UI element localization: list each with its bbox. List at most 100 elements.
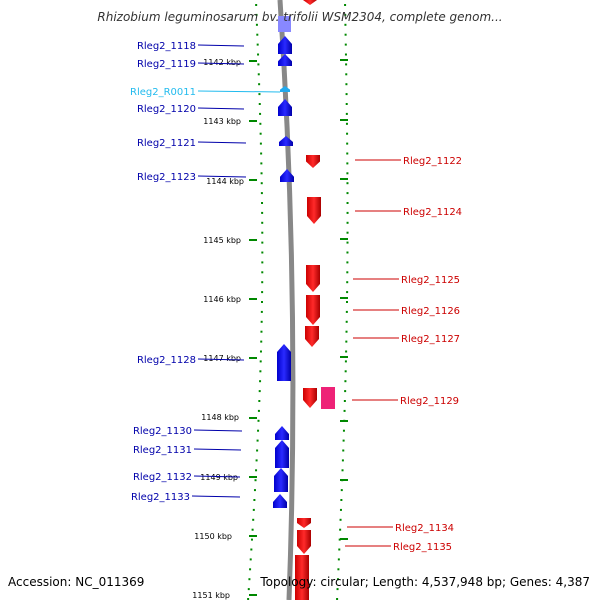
tick-dot bbox=[250, 538, 253, 541]
reverse-gene-arrow bbox=[280, 86, 290, 92]
tick-dot bbox=[256, 449, 259, 452]
major-tick bbox=[340, 297, 348, 299]
major-tick bbox=[249, 120, 257, 122]
tick-dot bbox=[339, 518, 342, 521]
reverse-gene-label: Rleg2_1132 bbox=[133, 472, 192, 483]
tick-dot bbox=[248, 578, 251, 581]
scale-labels: 1142 kbp 1143 kbp 1144 kbp 1145 kbp 1146 kbp… bbox=[192, 58, 244, 600]
reverse-gene-label: Rleg2_1130 bbox=[133, 426, 192, 437]
tick-dot bbox=[261, 261, 264, 264]
tick-dot bbox=[345, 63, 348, 66]
major-tick bbox=[249, 298, 257, 300]
tick-dot bbox=[346, 221, 349, 224]
major-tick bbox=[249, 60, 257, 62]
tick-dot bbox=[346, 271, 349, 274]
tick-dot bbox=[345, 330, 348, 333]
tick-dot bbox=[337, 558, 340, 561]
tick-dot bbox=[261, 271, 264, 274]
map-title: Rhizobium leguminosarum bv. trifolii WSM… bbox=[97, 10, 503, 24]
scale-label: 1145 kbp bbox=[203, 236, 241, 245]
scale-label: 1147 kbp bbox=[203, 354, 241, 363]
tick-dot bbox=[345, 83, 348, 86]
tick-dot bbox=[346, 202, 349, 204]
tick-dot bbox=[346, 261, 349, 264]
reverse-gene-arrow bbox=[275, 426, 289, 440]
tick-dot bbox=[258, 400, 261, 402]
tick-dot bbox=[257, 63, 260, 66]
major-tick bbox=[340, 178, 348, 180]
major-tick bbox=[249, 594, 257, 596]
label-leader bbox=[197, 358, 245, 361]
label-leader bbox=[197, 107, 245, 110]
tick-dot bbox=[346, 152, 349, 155]
major-tick bbox=[340, 538, 348, 540]
tick-dot bbox=[345, 73, 348, 76]
tick-dot bbox=[346, 162, 349, 165]
forward-gene-label: Rleg2_1135 bbox=[393, 542, 452, 553]
reverse-gene-label: Rleg2_1120 bbox=[137, 104, 196, 115]
label-leader bbox=[197, 175, 247, 178]
major-tick bbox=[340, 356, 348, 358]
tick-dot bbox=[255, 459, 258, 462]
scale-label: 1148 kbp bbox=[201, 413, 239, 422]
forward-gene-label: Rleg2_1127 bbox=[401, 334, 460, 345]
tick-dot bbox=[344, 4, 347, 6]
tick-dot bbox=[261, 221, 264, 224]
label-leader bbox=[197, 62, 245, 65]
scale-label: 1144 kbp bbox=[206, 177, 244, 186]
tick-dot bbox=[346, 172, 349, 175]
reverse-gene-label: Rleg2_R0011 bbox=[130, 87, 196, 98]
tick-dot bbox=[261, 202, 264, 204]
label-leader bbox=[197, 90, 281, 93]
major-tick bbox=[249, 239, 257, 241]
tick-dot bbox=[259, 132, 262, 135]
tick-dot bbox=[346, 291, 349, 294]
genome-backbone bbox=[277, 0, 296, 600]
reverse-gene-label: Rleg2_1133 bbox=[131, 492, 190, 503]
tick-dot bbox=[257, 409, 260, 412]
tick-dot bbox=[261, 241, 264, 244]
tick-dot bbox=[258, 103, 261, 105]
tick-dot bbox=[258, 390, 261, 393]
tick-dot bbox=[346, 182, 349, 185]
tick-dot bbox=[346, 192, 349, 195]
major-tick bbox=[340, 119, 348, 121]
tick-dot bbox=[257, 53, 260, 56]
tick-dot bbox=[256, 33, 259, 36]
tick-dot bbox=[344, 13, 347, 16]
forward-gene-partial bbox=[303, 0, 317, 5]
tick-dot bbox=[255, 23, 258, 26]
tick-dot bbox=[338, 548, 341, 551]
forward-gene-arrow bbox=[297, 518, 311, 528]
tick-dot bbox=[338, 538, 341, 541]
tick-dot bbox=[344, 390, 347, 393]
tick-dot bbox=[344, 53, 347, 56]
forward-gene-partial bbox=[295, 555, 309, 600]
tick-dot bbox=[255, 13, 258, 16]
major-tick bbox=[340, 420, 348, 422]
major-tick bbox=[249, 417, 257, 419]
reverse-gene-partial bbox=[278, 16, 291, 32]
tick-dot bbox=[346, 231, 349, 234]
tick-dot bbox=[345, 340, 348, 343]
tick-dot bbox=[260, 330, 263, 333]
tick-dot bbox=[344, 370, 347, 373]
tick-dot bbox=[260, 162, 263, 165]
reverse-gene-arrow bbox=[274, 468, 288, 492]
tick-dot bbox=[340, 489, 343, 492]
tick-dot bbox=[342, 429, 345, 432]
tick-dot bbox=[259, 360, 262, 363]
tick-dot bbox=[336, 578, 339, 581]
tick-dot bbox=[346, 281, 349, 284]
tick-dot bbox=[260, 152, 263, 155]
scale-label: 1150 kbp bbox=[194, 532, 232, 541]
reverse-gene-arrow bbox=[277, 344, 291, 381]
forward-gene-label: Rleg2_1124 bbox=[403, 207, 462, 218]
tick-dot bbox=[341, 459, 344, 462]
reverse-gene-label: Rleg2_1121 bbox=[137, 138, 196, 149]
tick-dot bbox=[346, 211, 349, 214]
tick-dot bbox=[260, 301, 263, 303]
tick-dot bbox=[247, 588, 250, 591]
tick-dot bbox=[345, 122, 348, 125]
label-leader bbox=[197, 44, 245, 47]
